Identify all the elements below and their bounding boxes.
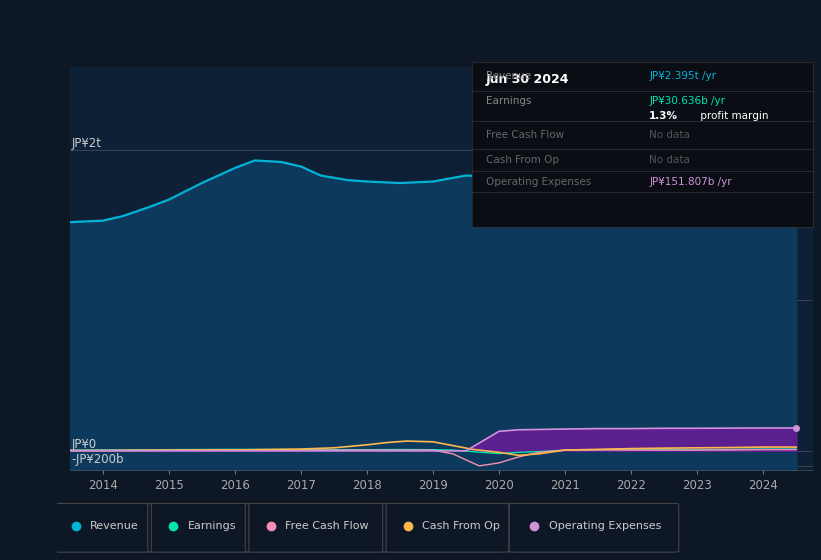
Text: Revenue: Revenue [90,521,139,531]
Text: JP¥151.807b /yr: JP¥151.807b /yr [649,177,732,187]
Text: Operating Expenses: Operating Expenses [486,177,591,187]
Text: Free Cash Flow: Free Cash Flow [486,130,564,140]
Text: profit margin: profit margin [697,111,768,121]
Text: JP¥2.395t /yr: JP¥2.395t /yr [649,72,716,81]
Text: Revenue: Revenue [486,72,531,81]
Text: No data: No data [649,155,690,165]
Text: No data: No data [649,130,690,140]
Text: Free Cash Flow: Free Cash Flow [285,521,369,531]
Text: JP¥0: JP¥0 [71,438,96,451]
Text: Earnings: Earnings [187,521,236,531]
Text: Earnings: Earnings [486,96,531,106]
Text: Cash From Op: Cash From Op [486,155,559,165]
Text: Cash From Op: Cash From Op [422,521,500,531]
Text: JP¥2t: JP¥2t [71,137,101,150]
Text: -JP¥200b: -JP¥200b [71,453,124,466]
Text: JP¥30.636b /yr: JP¥30.636b /yr [649,96,725,106]
Text: 1.3%: 1.3% [649,111,678,121]
Text: Jun 30 2024: Jun 30 2024 [486,73,569,86]
Text: Operating Expenses: Operating Expenses [548,521,661,531]
